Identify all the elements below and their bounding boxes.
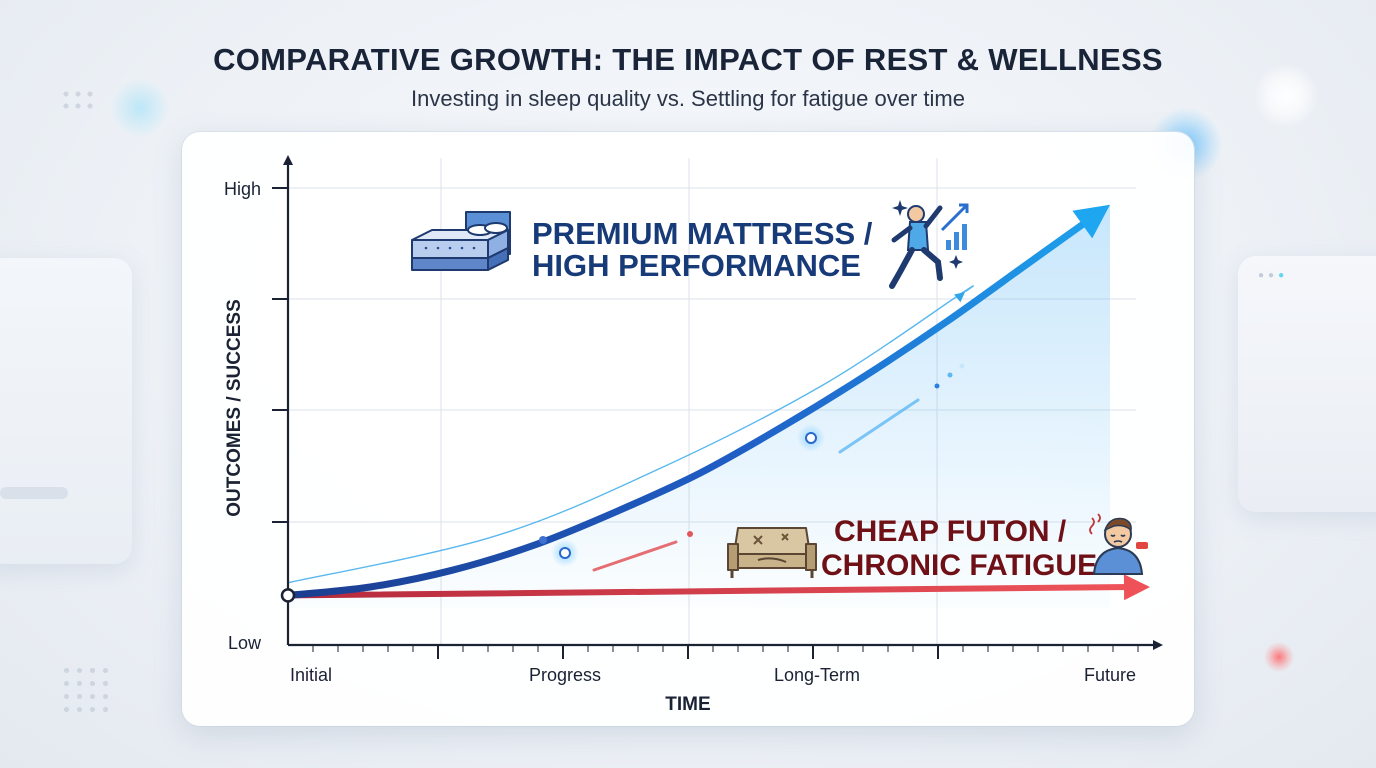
premium-secondary-arrowhead — [954, 292, 965, 303]
background-panel-left — [0, 258, 132, 564]
premium-series-label-line2: HIGH PERFORMANCE — [532, 248, 861, 283]
red-glow-decoration — [1264, 642, 1294, 672]
futon-series-label-line1: CHEAP FUTON / — [834, 515, 1067, 548]
chart-subtitle: Investing in sleep quality vs. Settling … — [411, 86, 965, 111]
series-start-point — [280, 588, 296, 603]
x-axis-title: TIME — [665, 694, 710, 715]
background-bar-left — [0, 487, 68, 499]
premium-series-label-line1: PREMIUM MATTRESS / — [532, 216, 873, 251]
motion-streak-red — [592, 540, 678, 572]
accent-dot — [539, 536, 547, 544]
x-tick-label-progress: Progress — [529, 665, 601, 685]
accent-dot — [959, 363, 965, 369]
premium-series-line — [284, 211, 1099, 599]
premium-area-fill — [288, 204, 1110, 609]
y-tick-label-high: High — [224, 179, 261, 199]
premium-point-marker — [559, 547, 571, 559]
jumping-person-growth-icon — [889, 200, 969, 289]
dot-grid-decoration-top — [60, 88, 94, 110]
y-axis-title: OUTCOMES / SUCCESS — [224, 299, 245, 516]
chart-title: COMPARATIVE GROWTH: THE IMPACT OF REST &… — [213, 42, 1163, 77]
axis-ticks — [272, 187, 1139, 659]
tired-person-icon — [1089, 513, 1148, 575]
accent-dot-red — [687, 531, 693, 537]
x-tick-label-initial: Initial — [290, 665, 332, 685]
background-dots-icon: ●●● — [1258, 270, 1289, 281]
accent-dot — [947, 372, 953, 378]
chart-accents — [280, 292, 965, 603]
dot-grid-decoration — [60, 664, 110, 714]
mattress-bed-icon — [411, 211, 511, 271]
motion-streak-blue — [838, 398, 920, 454]
accent-dot — [934, 383, 940, 389]
worn-futon-icon — [727, 527, 817, 578]
premium-point-marker — [805, 432, 817, 444]
y-tick-label-low: Low — [228, 633, 262, 653]
cyan-glow-decoration — [110, 78, 170, 138]
x-tick-label-long-term: Long-Term — [774, 665, 860, 685]
premium-secondary-trend — [287, 285, 974, 584]
white-glow-decoration — [1254, 64, 1318, 128]
futon-series-label-line2: CHRONIC FATIGUE — [821, 549, 1097, 582]
background-panel-right — [1238, 256, 1376, 512]
futon-series-arrowhead — [1123, 574, 1150, 601]
premium-series-arrowhead — [1072, 204, 1110, 239]
x-tick-label-future: Future — [1084, 665, 1136, 685]
futon-series-line — [285, 584, 1133, 599]
